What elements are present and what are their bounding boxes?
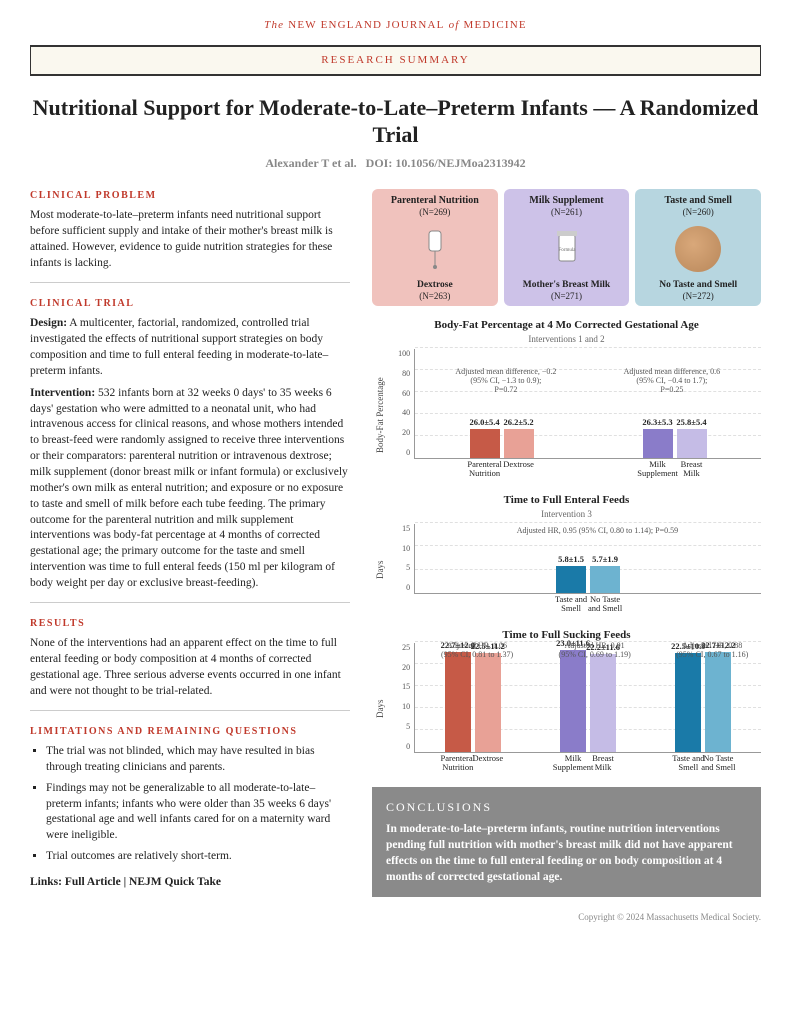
bar: 23.0±11.6MilkSupplement xyxy=(560,650,586,751)
bar: 5.8±1.5Taste andSmell xyxy=(556,566,586,593)
bar: 5.7±1.9No Tasteand Smell xyxy=(590,566,620,593)
chart-annotation: Adjusted mean difference, 0.6(95% CI, −0… xyxy=(602,367,742,395)
chart2-sub: Intervention 3 xyxy=(372,508,761,520)
svg-text:Formula: Formula xyxy=(558,248,576,253)
journal-name: The NEW ENGLAND JOURNAL of MEDICINE xyxy=(30,18,761,33)
bar: 22.5±11.2Dextrose xyxy=(475,653,501,752)
results-text: None of the interventions had an apparen… xyxy=(30,636,350,699)
chart-annotation: Adjusted HR, 1.06(95% CI, 0.81 to 1.37) xyxy=(422,641,532,659)
chart-enteral-feeds: Time to Full Enteral Feeds Intervention … xyxy=(372,493,761,616)
copyright: Copyright © 2024 Massachusetts Medical S… xyxy=(30,911,761,923)
bar: 26.3±5.3MilkSupplement xyxy=(643,429,673,458)
bar: 26.0±5.4ParenteralNutrition xyxy=(470,429,500,458)
chart1-ylabel: Body-Fat Percentage xyxy=(372,349,388,481)
clinical-problem-text: Most moderate-to-late–preterm infants ne… xyxy=(30,208,350,271)
chart-annotation: Adjusted HR, 0.88(95% CI, 0.67 to 1.16) xyxy=(657,641,767,659)
group-card: Taste and Smell(N=260)No Taste and Smell… xyxy=(635,189,761,306)
clinical-trial-intervention: Intervention: 532 infants born at 32 wee… xyxy=(30,386,350,592)
chart-annotation: Adjusted mean difference, −0.2(95% CI, −… xyxy=(436,367,576,395)
bar: 22.7±12.2No Tasteand Smell xyxy=(705,652,731,752)
chart1-title: Body-Fat Percentage at 4 Mo Corrected Ge… xyxy=(372,318,761,333)
bar: 25.8±5.4BreastMilk xyxy=(677,429,707,457)
bar: 26.2±5.2Dextrose xyxy=(504,429,534,458)
section-head-results: RESULTS xyxy=(30,617,350,631)
section-head-limitations: LIMITATIONS AND REMAINING QUESTIONS xyxy=(30,725,350,739)
clinical-trial-design: Design: A multicenter, factorial, random… xyxy=(30,316,350,379)
group-card: Parenteral Nutrition(N=269)Dextrose(N=26… xyxy=(372,189,498,306)
bar: 22.2±11.6BreastMilk xyxy=(590,654,616,752)
chart3-ylabel: Days xyxy=(372,643,388,775)
chart-annotation: Adjusted HR, 0.91(95% CI, 0.69 to 1.19) xyxy=(540,641,650,659)
section-head-clinical-problem: CLINICAL PROBLEM xyxy=(30,189,350,203)
group-card: Milk Supplement(N=261)FormulaMother's Br… xyxy=(504,189,630,306)
chart2-title: Time to Full Enteral Feeds xyxy=(372,493,761,508)
byline: Alexander T et al. DOI: 10.1056/NEJMoa23… xyxy=(30,155,761,171)
bar: 22.7±12.0ParenteralNutrition xyxy=(445,652,471,752)
intervention-groups: Parenteral Nutrition(N=269)Dextrose(N=26… xyxy=(372,189,761,306)
bar: 22.5±10.9Taste andSmell xyxy=(675,653,701,752)
chart-sucking-feeds: Time to Full Sucking Feeds Days 25201510… xyxy=(372,628,761,775)
conclusions-box: CONCLUSIONS In moderate-to-late–preterm … xyxy=(372,787,761,898)
research-summary-banner: RESEARCH SUMMARY xyxy=(30,45,761,76)
limitation-item: The trial was not blinded, which may hav… xyxy=(46,744,350,775)
chart-body-fat: Body-Fat Percentage at 4 Mo Corrected Ge… xyxy=(372,318,761,481)
chart1-sub: Interventions 1 and 2 xyxy=(372,333,761,345)
conclusions-title: CONCLUSIONS xyxy=(386,799,747,815)
chart-annotation: Adjusted HR, 0.95 (95% CI, 0.80 to 1.14)… xyxy=(477,526,717,535)
chart2-ylabel: Days xyxy=(372,524,388,616)
conclusions-text: In moderate-to-late–preterm infants, rou… xyxy=(386,821,747,885)
right-column: Parenteral Nutrition(N=269)Dextrose(N=26… xyxy=(372,189,761,897)
limitation-item: Findings may not be generalizable to all… xyxy=(46,781,350,843)
links-row[interactable]: Links: Full Article | NEJM Quick Take xyxy=(30,875,350,891)
left-column: CLINICAL PROBLEM Most moderate-to-late–p… xyxy=(30,189,350,897)
section-head-clinical-trial: CLINICAL TRIAL xyxy=(30,297,350,311)
limitation-item: Trial outcomes are relatively short-term… xyxy=(46,849,350,865)
limitations-list: The trial was not blinded, which may hav… xyxy=(30,744,350,865)
article-title: Nutritional Support for Moderate-to-Late… xyxy=(30,94,761,149)
